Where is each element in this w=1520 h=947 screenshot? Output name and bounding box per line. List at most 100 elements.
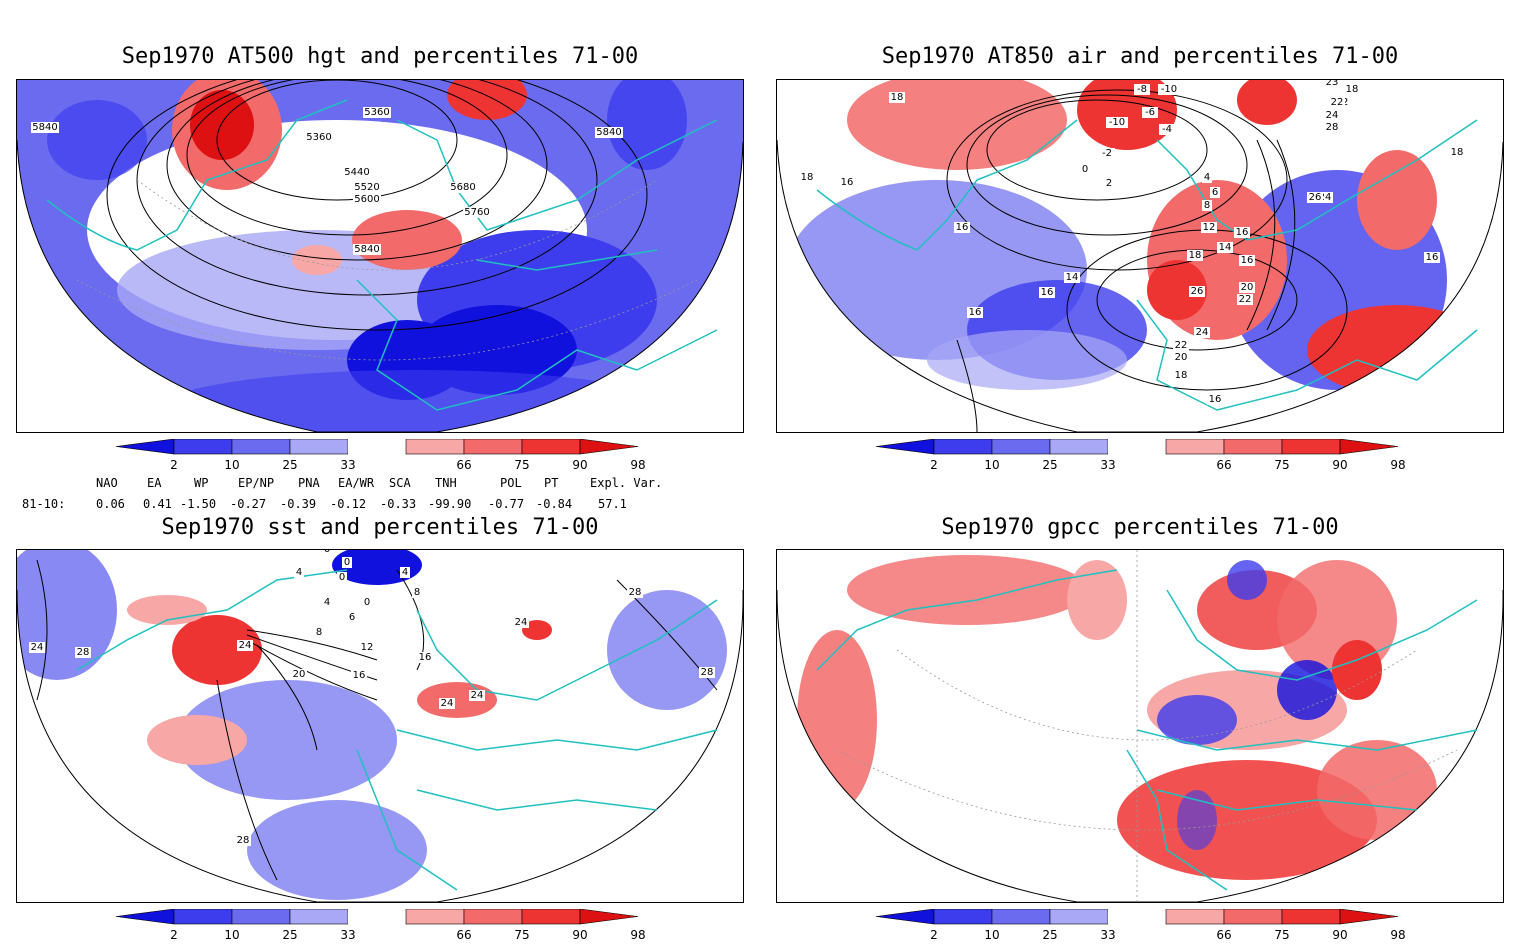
contour-label-bg	[1039, 287, 1055, 298]
contour-label-bg	[1324, 110, 1340, 121]
colorbar-tick-label: 98	[630, 458, 645, 472]
contour-label: 12	[1203, 222, 1216, 233]
contour-label-bg	[699, 667, 715, 678]
contour-label-bg	[322, 597, 332, 608]
colorbar-tick-label: 66	[456, 458, 471, 472]
colorbar-segment	[933, 908, 993, 925]
index-value-tnh: -99.90	[428, 497, 472, 511]
colorbar-segment	[405, 908, 465, 925]
contour-label: 22	[1239, 294, 1252, 305]
index-header-pol: POL	[500, 476, 522, 490]
contour-label: 8	[1204, 200, 1210, 211]
contour-label: 24	[471, 690, 484, 701]
colorbar-tick-label: 98	[1390, 928, 1405, 942]
contour-label: 28	[629, 587, 642, 598]
contour-label-bg	[513, 617, 529, 628]
contour-label-bg	[1134, 84, 1150, 95]
contour-label-bg	[1207, 394, 1223, 405]
colorbar-tick-label: 33	[340, 928, 355, 942]
contour-label: 8	[414, 587, 420, 598]
contour-label-bg	[1449, 147, 1465, 158]
contour-label: 18	[1189, 250, 1202, 261]
contour-label: 26	[1309, 192, 1322, 203]
contour-label: 4	[296, 567, 302, 578]
contour-label: -10	[1161, 84, 1177, 95]
contour-label: 5360	[364, 107, 389, 118]
contour-label: 23	[1326, 80, 1339, 88]
contour-label: 26	[1191, 286, 1204, 297]
index-header-wp: WP	[194, 476, 209, 490]
colorbar-tick-label: 33	[1100, 928, 1115, 942]
contour-label: 28	[77, 647, 90, 658]
index-header-eawr: EA/WR	[338, 476, 375, 490]
index-value-eawr: -0.12	[330, 497, 367, 511]
contour-label: 2	[1106, 178, 1112, 189]
colorbar-segment	[289, 438, 349, 455]
colorbar-tip-low	[875, 908, 935, 925]
contour-label: 24	[515, 617, 528, 628]
contour-label-bg	[412, 587, 422, 598]
contour-label: 28	[237, 835, 250, 846]
contour-label: 20	[1175, 352, 1188, 363]
colorbar-tick-label: 98	[630, 928, 645, 942]
index-header-ea: EA	[147, 476, 162, 490]
index-header-tnh: TNH	[435, 476, 457, 490]
contour-label: 6	[349, 612, 355, 623]
contour-label: 18	[891, 92, 904, 103]
index-value-nao: 0.06	[96, 497, 125, 511]
contour-label-bg	[1142, 107, 1158, 118]
colorbar-segment	[348, 909, 406, 924]
contour-label-bg	[1217, 242, 1233, 253]
index-value-pol: -0.77	[488, 497, 525, 511]
colorbar-segment	[1108, 439, 1166, 454]
colorbar-segment	[1049, 438, 1109, 455]
contour-label: 14	[1066, 272, 1079, 283]
colorbar-bottom-left: 2 10 25 33 66 75 90 98	[115, 908, 646, 947]
contour-label-bg	[342, 557, 352, 568]
index-header-pna: PNA	[298, 476, 320, 490]
contour-label: -4	[1162, 124, 1172, 135]
colorbar-tick-label: 75	[1274, 928, 1289, 942]
contour-label-bg	[1159, 124, 1175, 135]
index-header-sca: SCA	[389, 476, 411, 490]
colorbar-tip-high	[579, 438, 639, 455]
colorbar-segment	[991, 908, 1051, 925]
contour-label-bg	[1173, 340, 1189, 351]
colorbar-segment	[521, 438, 581, 455]
contour-label-bg	[1317, 192, 1333, 203]
contour-label: 16	[1236, 227, 1249, 238]
contour-label: 16	[1426, 252, 1439, 263]
contour-label: 8	[316, 627, 322, 638]
colorbar-tick-label: 10	[224, 928, 239, 942]
colorbar-tick-label: 90	[572, 928, 587, 942]
contour-label-bg	[1237, 294, 1253, 305]
contour-label: 4	[324, 597, 330, 608]
contour-label-bg	[1424, 252, 1440, 263]
contour-label: 16	[419, 652, 432, 663]
contour-label: 28	[1326, 122, 1339, 133]
contour-label-bg	[1080, 164, 1090, 175]
colorbar-segment	[1165, 438, 1225, 455]
contour-label: 16	[841, 177, 854, 188]
colorbar-tick-label: 66	[1216, 458, 1231, 472]
contour-label: 5840	[354, 244, 379, 255]
contour-label-bg	[1173, 370, 1189, 381]
colorbar-tick-label: 75	[514, 458, 529, 472]
contour-label-bg	[1202, 200, 1212, 211]
contour-label: -10	[1109, 117, 1125, 128]
contour-label: 16	[1209, 394, 1222, 405]
index-value-epnp: -0.27	[230, 497, 267, 511]
contour-label: 5760	[464, 207, 489, 218]
contour-label: 0	[364, 597, 370, 608]
colorbar-segment	[231, 438, 291, 455]
contour-label-bg	[322, 550, 332, 555]
colorbar-tick-label: 25	[1042, 928, 1057, 942]
contour-label-bg	[449, 182, 477, 193]
colorbar-segment	[933, 438, 993, 455]
contour-label-bg	[1064, 272, 1080, 283]
colorbar-tick-label: 25	[282, 458, 297, 472]
contour-label-bg	[595, 127, 623, 138]
index-header-pt: PT	[544, 476, 559, 490]
panel-title-air: Sep1970 AT850 air and percentiles 71-00	[881, 44, 1399, 69]
contour-label-bg	[1158, 84, 1180, 95]
